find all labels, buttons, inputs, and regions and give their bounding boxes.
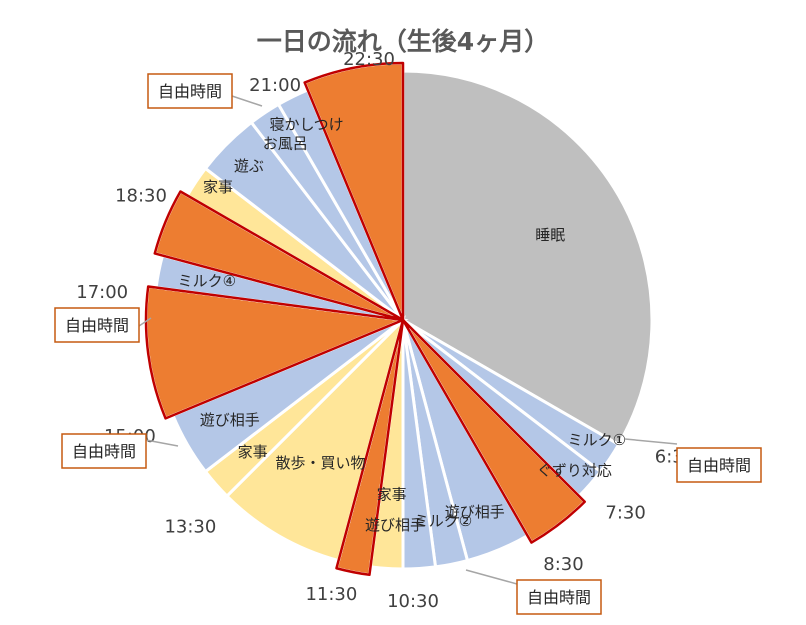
callout-box xyxy=(54,307,140,343)
free-time-outline xyxy=(303,61,405,322)
time-label: 21:00 xyxy=(249,75,301,96)
time-label: 13:30 xyxy=(164,517,216,538)
free-time-outline xyxy=(153,190,405,322)
callout-label: 自由時間 xyxy=(687,456,751,475)
slice-label: 散歩・買い物 xyxy=(275,454,365,472)
slice-label: 遊び相手 xyxy=(200,411,260,429)
slice-label: ぐずり対応 xyxy=(537,461,612,479)
callout-box xyxy=(516,579,602,615)
callout-label: 自由時間 xyxy=(158,82,222,101)
slice-label: ミルク④ xyxy=(178,272,236,290)
callout-box xyxy=(61,433,147,469)
free-time-outlines xyxy=(144,61,586,577)
callout-label: 自由時間 xyxy=(65,316,129,335)
callout-box xyxy=(676,447,762,483)
free-time-outline xyxy=(144,285,405,420)
slice-label: 家事 xyxy=(377,486,407,504)
free-time-outline xyxy=(335,318,405,577)
slice-label: 遊び相手 xyxy=(445,503,505,521)
slice-label: ミルク① xyxy=(568,431,626,449)
time-label: 18:30 xyxy=(115,186,167,207)
callout-box xyxy=(147,73,233,109)
time-label: 22:30 xyxy=(343,49,395,70)
callout-label: 自由時間 xyxy=(72,442,136,461)
slice-sleep xyxy=(401,69,654,447)
time-label: 8:30 xyxy=(543,554,583,575)
slice-label: 遊び相手 xyxy=(365,516,425,534)
time-label: 7:30 xyxy=(605,503,645,524)
time-labels: 22:3021:0018:3017:0015:0013:3011:3010:30… xyxy=(76,49,695,612)
chart-title: 一日の流れ（生後4ヶ月） xyxy=(257,27,549,56)
slice-label: ミルク② xyxy=(414,512,472,530)
slice-labels: 睡眠ミルク①ぐずり対応遊び相手ミルク②遊び相手家事散歩・買い物家事遊び相手ミルク… xyxy=(178,116,627,534)
slice-label: 家事 xyxy=(238,443,268,461)
time-label: 10:30 xyxy=(387,591,439,612)
time-label: 11:30 xyxy=(305,584,357,605)
free-time-outline xyxy=(401,318,586,544)
callout-leader-line xyxy=(145,439,179,447)
slice-label: お風呂 xyxy=(263,135,308,153)
slice-label: 遊ぶ xyxy=(234,157,264,175)
slice-chores xyxy=(224,314,406,563)
callout-leader-line xyxy=(465,569,518,585)
slice-label: 家事 xyxy=(203,178,233,196)
callout-leader-line xyxy=(138,317,152,327)
callout-label: 自由時間 xyxy=(527,588,591,607)
callout-leader-line xyxy=(624,438,678,445)
slice-label: 寝かしつけ xyxy=(270,116,344,134)
time-label: 17:00 xyxy=(76,282,128,303)
slice-label: 睡眠 xyxy=(535,226,565,244)
callout-leader-line xyxy=(231,95,263,107)
